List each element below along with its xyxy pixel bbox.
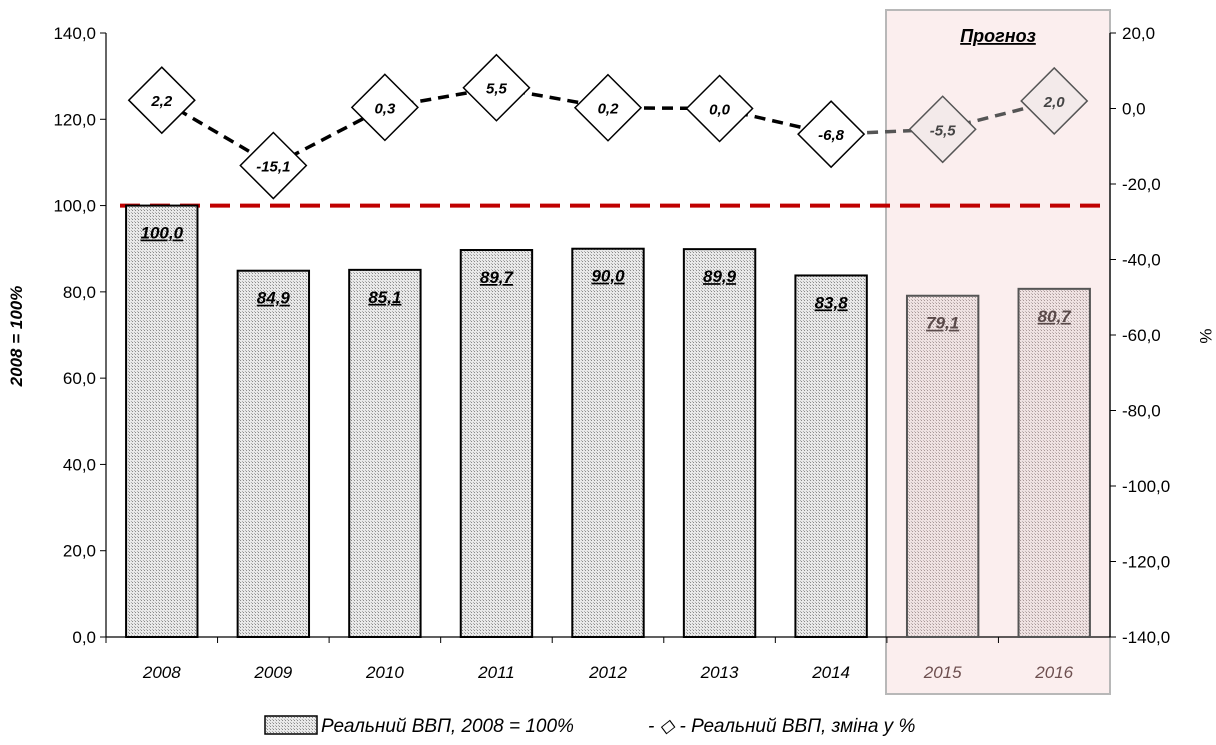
bar [459,249,534,638]
x-tick-label: 2012 [588,663,627,682]
y2-tick-label: -120,0 [1122,553,1170,572]
x-tick-label: 2010 [365,663,404,682]
line-point-label: -5,5 [930,122,957,139]
y-tick-label: 20,0 [63,542,96,561]
line-point-marker [573,73,643,142]
bar [794,274,868,638]
bar [571,247,645,638]
y2-axis-title: % [1196,328,1215,343]
line-point-marker [685,74,754,143]
x-tick-label: 2015 [923,663,962,682]
legend-bar-label: Реальний ВВП, 2008 = 100% [321,716,574,737]
y-tick-label: 120,0 [53,110,96,129]
line-point-label: 0,3 [374,100,396,117]
line-point-label: 5,5 [486,81,508,98]
y2-tick-label: -40,0 [1122,251,1161,270]
bar-data-label: 89,7 [480,268,515,287]
bar-data-label: 100,0 [141,224,184,243]
x-tick-label: 2014 [811,663,850,682]
line-point-marker [908,95,977,164]
y2-tick-label: 0,0 [1122,100,1146,119]
y2-tick-label: 20,0 [1122,24,1155,43]
bar-data-label: 80,7 [1038,307,1073,326]
bar-data-label: 84,9 [257,289,291,308]
y2-tick-label: -140,0 [1122,628,1170,647]
line-point-marker [350,73,419,142]
y-tick-label: 140,0 [53,24,96,43]
line-point-marker [462,53,531,122]
legend-bar-swatch [264,715,318,735]
line-series: 2,2 -15,1 0,3 5,5 0,2 0,0 -6,8 -5,5 2,0 [127,53,1089,200]
x-tick-label: 2008 [142,663,181,682]
line-point-label: 0,0 [709,102,731,119]
x-tick-label: 2013 [700,663,739,682]
line-point-marker [239,131,308,200]
y-axis-title: 2008 = 100% [7,286,26,388]
bar [236,269,311,638]
bar [125,204,199,638]
axes: 0,0 20,0 40,0 60,0 80,0 100,0 120,0 140,0 -140,0… [53,24,1170,682]
bar-data-label: 90,0 [591,267,625,286]
forecast-label: Прогноз [960,26,1036,46]
x-tick-label: 2011 [477,663,515,682]
y-tick-label: 60,0 [63,369,96,388]
bar-series: 100,0 84,9 85,1 89,7 90,0 89,9 83,8 79,1 80,7 [125,204,1091,638]
legend: Реальний ВВП, 2008 = 100% - ◇ - Реальний… [264,715,915,737]
y-tick-label: 80,0 [63,283,96,302]
line-point-marker [1020,66,1089,136]
bar-data-label: 83,8 [815,293,849,312]
y2-tick-label: -80,0 [1122,402,1161,421]
line-point-label: 2,2 [150,93,173,110]
line-point-label: 0,2 [598,101,620,118]
bar [348,268,422,638]
bar-data-label: 85,1 [368,288,401,307]
y-tick-label: 0,0 [72,628,96,647]
bar-data-label: 79,1 [926,314,959,333]
legend-line-label: - ◇ - Реальний ВВП, зміна у % [648,716,915,737]
bar [1017,287,1091,638]
bar [682,248,757,638]
y-tick-label: 40,0 [63,455,96,474]
line-point-label: 2,0 [1043,94,1066,111]
line-point-marker [127,66,196,135]
bar-data-label: 89,9 [703,267,737,286]
y-tick-label: 100,0 [53,197,96,216]
y2-tick-label: -20,0 [1122,175,1161,194]
line-point-marker [797,100,866,169]
x-tick-label: 2016 [1034,663,1073,682]
x-tick-label: 2009 [253,663,292,682]
line-point-label: -6,8 [818,127,845,144]
y2-tick-label: -60,0 [1122,326,1161,345]
line-point-label: -15,1 [256,159,290,176]
y2-tick-label: -100,0 [1122,477,1170,496]
bar [905,294,980,638]
